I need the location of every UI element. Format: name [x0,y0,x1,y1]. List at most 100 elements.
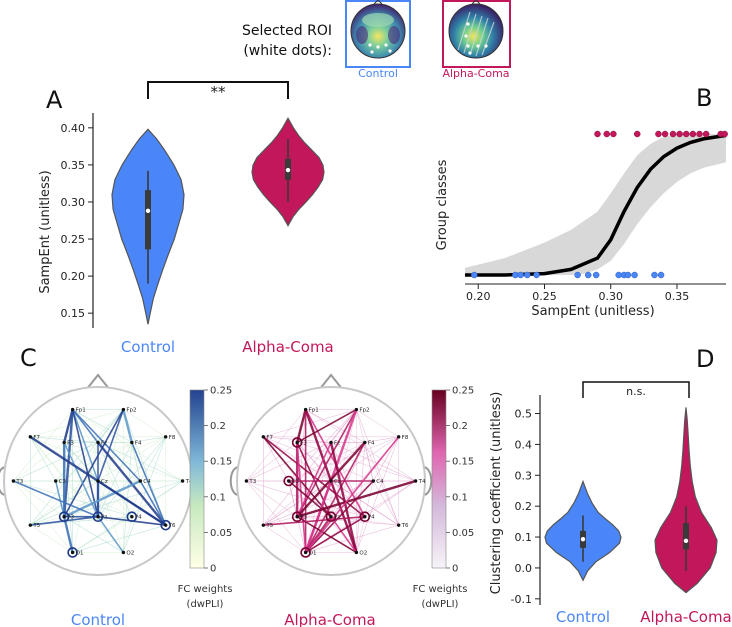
undefined-electrode-label: Fp1 [309,408,319,414]
undefined-electrode-label: Cz [334,479,341,485]
undefined-electrode [303,550,308,555]
undefined-edge-weak [288,480,365,517]
panel-d-ytick-label: 0.2 [515,500,533,513]
panel-d-xtick-control: Control [556,608,610,626]
undefined-electrode [363,440,367,445]
undefined-edge-weak [30,442,133,526]
coma-point [603,130,611,138]
undefined-electrode [130,515,134,519]
undefined-edge-weak [246,442,298,482]
undefined-electrode-label: C4 [376,479,384,485]
control-point [584,271,592,279]
undefined-edge-weak [72,524,166,553]
panel-a-xtick-coma: Alpha-Coma [242,338,334,356]
undefined-edge-strong [296,408,357,444]
control-point [524,271,531,279]
undefined-edge-weak [246,442,332,482]
undefined-electrode [295,515,299,519]
panel-a-ytick-label: 0.40 [61,122,86,135]
undefined-edge-strong [97,516,125,553]
undefined-edge-weak [288,436,399,482]
roi-control-topomap [350,0,406,59]
confidence-band [465,134,726,275]
coma-point [633,130,641,138]
panel-a-ylabel: SampEnt (unitless) [38,170,53,293]
panel-d-yticks: -0.1 0.0 0.1 0.2 0.3 0.4 0.5 [511,408,540,606]
panel-a-significance: ** [211,83,227,101]
panel-b-xtick-label: 0.35 [665,290,690,303]
panel-a-significance-bracket [147,81,289,99]
undefined-edge-strong [63,409,125,518]
undefined-edge-weak [263,516,298,526]
coma-point [610,130,617,138]
undefined-electrode [261,435,266,439]
coma-point [594,130,601,138]
colorbar-control-label-2: (dwPLI) [187,599,224,610]
undefined-left-ear [0,466,7,496]
undefined-edge-strong [71,409,99,517]
undefined-edge-strong [63,479,141,518]
colorbar-tick-label: 0.15 [452,457,474,468]
undefined-electrode-label: Fz [334,440,340,446]
coma-point [696,130,703,138]
undefined-electrode [96,440,100,445]
panel-d-significance-bracket [582,381,690,398]
undefined-electrode-label: P3 [67,515,74,521]
undefined-edge-weak [305,409,416,482]
undefined-electrode-label: F8 [402,435,409,441]
panel-d-ytick-label: 0.5 [515,408,533,421]
undefined-edge-weak [131,480,183,517]
undefined-electrode [163,435,168,439]
undefined-edge-strong [131,442,167,526]
undefined-edge-strong [62,409,74,517]
colorbar-tick-label: 0 [210,564,216,575]
panel-b: B Group classes SampEnt (unitless) 0.20 0… [435,84,728,319]
undefined-edge-weak [263,436,374,482]
undefined-roi-marker [283,475,295,487]
panel-a-violins [111,116,325,325]
panel-d-median [683,538,689,543]
undefined-electrode [396,435,401,439]
colorbar-tick-label: 0.25 [452,386,474,397]
undefined-electrode-label: F7 [266,435,273,441]
panel-d-ytick-label: 0.0 [515,562,533,575]
undefined-electrode-label: T4 [418,479,426,485]
colorbar-tick-label: 0.15 [210,457,232,468]
undefined-electrode [180,479,185,483]
roi-coma-topomap [448,0,504,59]
undefined-edge-weak [305,442,332,553]
undefined-electrode-label: C3 [59,479,67,485]
undefined-electrode-label: Fp2 [359,408,369,414]
undefined-edge-weak [131,436,166,443]
control-point [624,271,632,279]
undefined-electrode-label: P4 [135,515,142,521]
panel-d-violin-coma [654,407,718,594]
undefined-edge-weak [72,442,99,553]
coma-point [676,130,683,138]
undefined-edge-strong [304,480,333,553]
undefined-roi-marker [126,511,138,523]
colorbar-coma-ticks: 0.25 0.2 0.15 0.1 0.05 0 [446,386,474,575]
undefined-electrode [70,550,75,555]
panel-a-median [285,167,291,173]
undefined-edge-weak [13,480,132,518]
undefined-edge-strong [304,442,366,553]
undefined-electrode [62,440,66,445]
undefined-roi-marker [291,511,303,523]
undefined-edge-weak [131,442,141,482]
colorbar-coma-label-2: (dwPLI) [422,599,459,610]
undefined-edge-weak [330,442,416,482]
undefined-edge-strong [305,480,374,553]
panel-b-xtick-label: 0.20 [466,290,491,303]
control-point [592,271,600,279]
roi-title-line1: Selected ROI [242,23,332,39]
undefined-edge-strong [72,409,141,482]
panel-a-ytick-label: 0.25 [61,233,86,246]
undefined-edge-weak [364,442,374,482]
panel-d: D Clustering coefficient (unitless) -0.1… [489,345,732,626]
undefined-edge-weak [263,436,289,482]
undefined-edge-weak [13,442,99,482]
network-head-coma: Fp1 Fp2 F7 F3 Fz F4 F8 T3 C3 Cz C4 T4 T5 P3 Pz P4 T6 O1 O2 [229,373,433,576]
panel-d-significance: n.s. [626,385,646,398]
panel-d-violins [544,407,718,594]
